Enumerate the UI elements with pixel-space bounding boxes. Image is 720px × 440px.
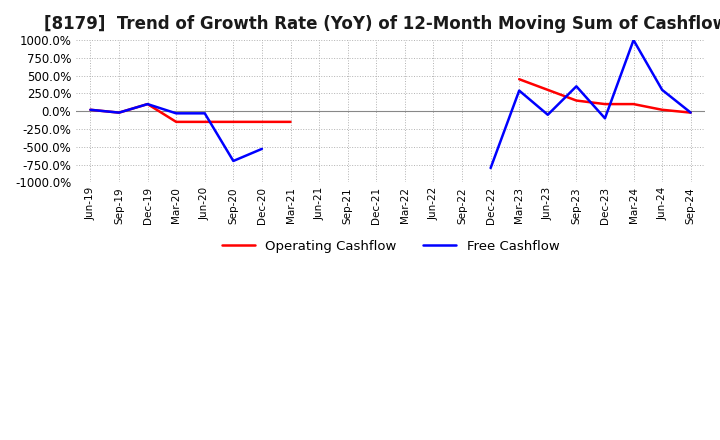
Operating Cashflow [286,119,294,125]
Free Cashflow [658,87,667,92]
Legend: Operating Cashflow, Free Cashflow: Operating Cashflow, Free Cashflow [217,235,564,258]
Free Cashflow [229,158,238,164]
Free Cashflow [629,37,638,43]
Free Cashflow [572,84,581,89]
Operating Cashflow [200,119,209,125]
Operating Cashflow [258,119,266,125]
Free Cashflow [114,110,123,115]
Free Cashflow [515,88,523,93]
Operating Cashflow [114,110,123,115]
Free Cashflow [600,116,609,121]
Operating Cashflow [515,77,523,82]
Operating Cashflow [686,110,695,115]
Free Cashflow [258,146,266,151]
Line: Free Cashflow: Free Cashflow [91,40,690,168]
Free Cashflow [200,111,209,116]
Free Cashflow [86,107,95,113]
Operating Cashflow [86,107,95,113]
Free Cashflow [143,102,152,107]
Operating Cashflow [229,119,238,125]
Line: Operating Cashflow: Operating Cashflow [91,79,690,122]
Operating Cashflow [544,87,552,92]
Free Cashflow [544,112,552,117]
Title: [8179]  Trend of Growth Rate (YoY) of 12-Month Moving Sum of Cashflows: [8179] Trend of Growth Rate (YoY) of 12-… [44,15,720,33]
Operating Cashflow [658,107,667,113]
Operating Cashflow [172,119,181,125]
Free Cashflow [486,165,495,171]
Operating Cashflow [572,98,581,103]
Free Cashflow [686,110,695,115]
Operating Cashflow [600,102,609,107]
Free Cashflow [172,111,181,116]
Operating Cashflow [629,102,638,107]
Operating Cashflow [143,102,152,107]
